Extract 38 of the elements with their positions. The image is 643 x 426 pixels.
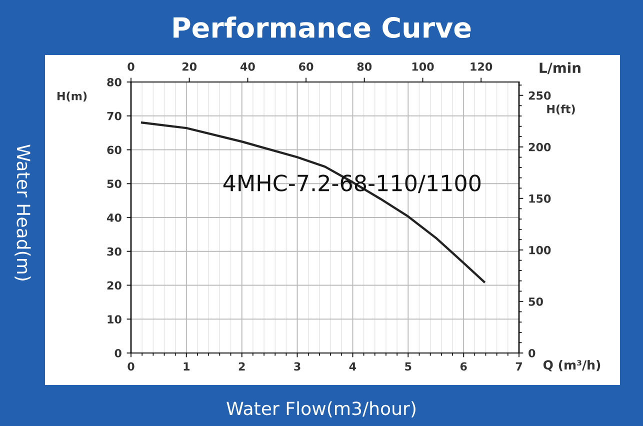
x-axis-title: Water Flow(m3/hour): [226, 401, 416, 418]
x2-tick-label: 120: [470, 62, 492, 71]
y-tick-label: 0: [114, 348, 122, 358]
chart-title: Performance Curve: [174, 16, 471, 38]
y-tick-label: 20: [107, 281, 122, 290]
text: Q (m³/h): [543, 360, 600, 372]
x2-tick-label: 80: [357, 62, 372, 71]
x2-tick-label: 0: [128, 62, 134, 71]
line-series: [140, 122, 486, 283]
text: L/min: [540, 62, 580, 74]
y-tick-label: 30: [107, 247, 122, 256]
x-tick-label: 4: [349, 362, 356, 370]
y-tick-label: 70: [107, 112, 122, 120]
y-axis-title: Water Head(m): [14, 144, 31, 280]
y-tick-label: 80: [107, 78, 122, 86]
text: H(m): [58, 92, 87, 102]
x2-tick-label: 60: [298, 62, 314, 71]
y-tick-label: 10: [108, 315, 122, 324]
x-tick-label: 2: [238, 362, 245, 370]
x2-tick-label: 20: [182, 62, 197, 71]
x-tick-label: 7: [516, 362, 522, 370]
y2-tick-label: 200: [528, 142, 551, 152]
y2-tick-label: 0: [528, 348, 536, 358]
y-tick-label: 50: [107, 180, 122, 188]
y-tick-label: 40: [107, 213, 122, 222]
x-tick-label: 6: [460, 362, 467, 371]
x-tick-label: 5: [405, 362, 412, 371]
text: H(ft): [547, 104, 575, 115]
x-tick-label: 0: [128, 362, 134, 371]
y2-tick-label: 150: [529, 194, 551, 203]
x-tick-label: 3: [294, 362, 300, 371]
x2-tick-label: 40: [240, 62, 255, 71]
x2-tick-label: 100: [412, 62, 434, 71]
y2-tick-label: 50: [528, 297, 543, 306]
y2-tick-label: 100: [529, 246, 551, 254]
x-tick-label: 1: [184, 362, 190, 370]
y2-tick-label: 250: [528, 91, 551, 100]
y-tick-label: 60: [107, 146, 122, 154]
